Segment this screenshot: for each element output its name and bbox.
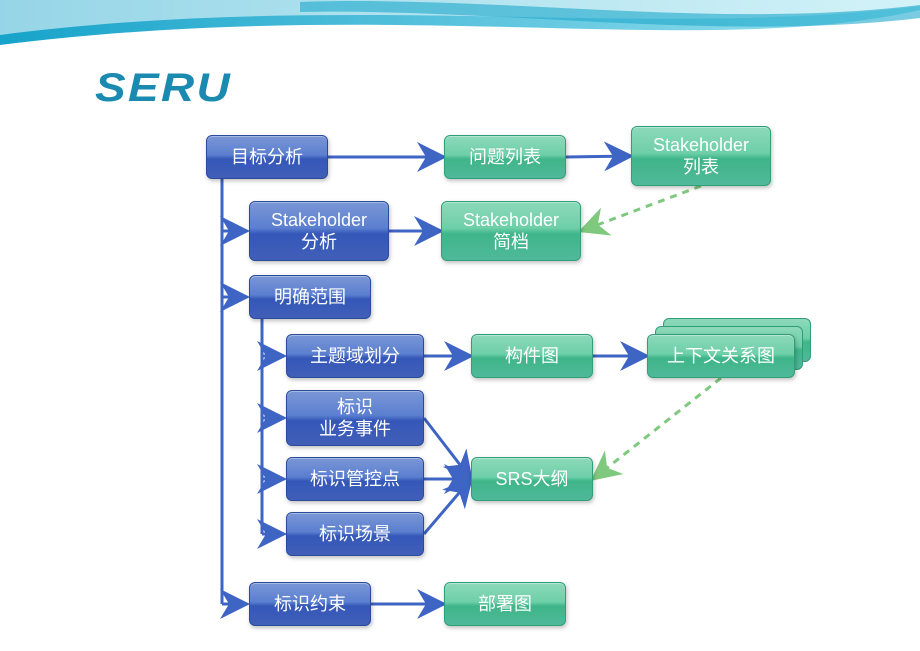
node-biz_event: 标识 业务事件 — [286, 390, 424, 446]
node-stakeholder_prof: Stakeholder 简档 — [441, 201, 581, 261]
header-wave — [0, 0, 920, 70]
node-stakeholder_list: Stakeholder 列表 — [631, 126, 771, 186]
logo-text: SERU — [95, 66, 232, 111]
node-stakeholder_ana: Stakeholder 分析 — [249, 201, 389, 261]
node-context_diagram: 上下文关系图 — [647, 334, 795, 378]
node-control_point: 标识管控点 — [286, 457, 424, 501]
node-constraint: 标识约束 — [249, 582, 371, 626]
node-theme_domain: 主题域划分 — [286, 334, 424, 378]
node-scenario: 标识场景 — [286, 512, 424, 556]
node-deploy_diagram: 部署图 — [444, 582, 566, 626]
node-define_scope: 明确范围 — [249, 275, 371, 319]
node-component_diagram: 构件图 — [471, 334, 593, 378]
node-issue_list: 问题列表 — [444, 135, 566, 179]
node-srs_outline: SRS大纲 — [471, 457, 593, 501]
node-goal_analysis: 目标分析 — [206, 135, 328, 179]
